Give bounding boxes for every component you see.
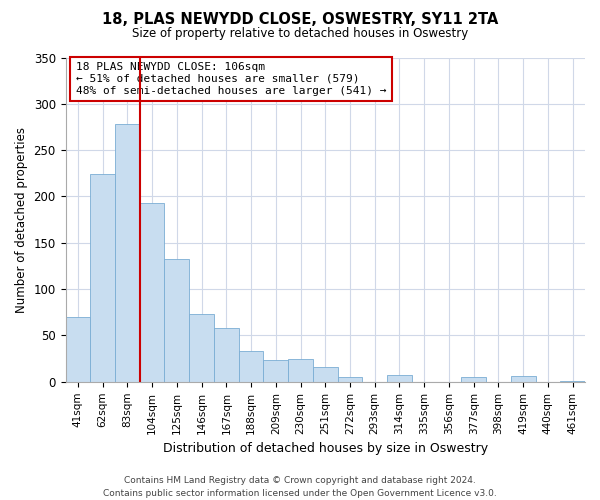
Bar [164,258,189,382]
Y-axis label: Number of detached properties: Number of detached properties [15,126,28,312]
Bar [90,174,115,382]
Bar [511,376,536,382]
Bar [140,203,164,382]
Text: 18, PLAS NEWYDD CLOSE, OSWESTRY, SY11 2TA: 18, PLAS NEWYDD CLOSE, OSWESTRY, SY11 2T… [102,12,498,28]
Bar [263,360,288,382]
Bar [560,381,585,382]
Bar [189,314,214,382]
Text: 18 PLAS NEWYDD CLOSE: 106sqm
← 51% of detached houses are smaller (579)
48% of s: 18 PLAS NEWYDD CLOSE: 106sqm ← 51% of de… [76,62,386,96]
Bar [461,377,486,382]
Text: Contains HM Land Registry data © Crown copyright and database right 2024.
Contai: Contains HM Land Registry data © Crown c… [103,476,497,498]
Bar [313,367,338,382]
Bar [288,358,313,382]
Bar [115,124,140,382]
Bar [214,328,239,382]
Bar [239,351,263,382]
Bar [387,376,412,382]
Bar [338,377,362,382]
Bar [65,317,90,382]
X-axis label: Distribution of detached houses by size in Oswestry: Distribution of detached houses by size … [163,442,488,455]
Text: Size of property relative to detached houses in Oswestry: Size of property relative to detached ho… [132,28,468,40]
